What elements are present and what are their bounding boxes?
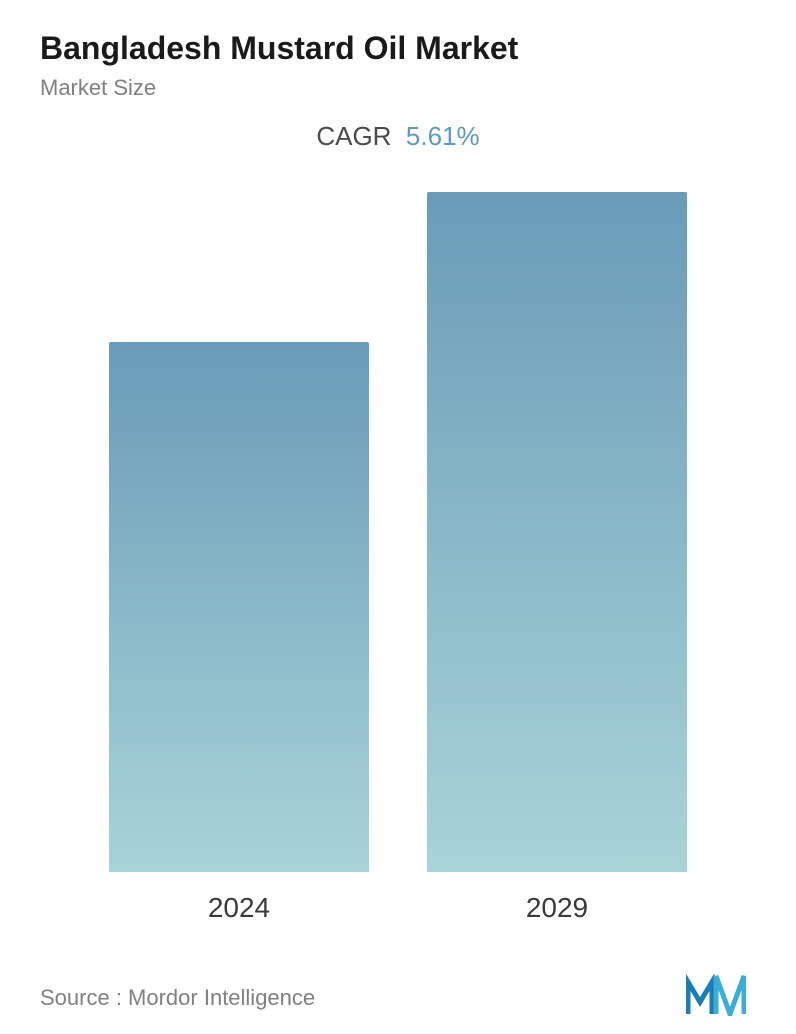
bar-group-1: 2029	[417, 192, 697, 924]
chart-container: Bangladesh Mustard Oil Market Market Siz…	[0, 0, 796, 1034]
cagr-label: CAGR	[316, 121, 391, 151]
mordor-logo-icon	[686, 974, 746, 1021]
chart-plot-area: 2024 2029	[40, 192, 756, 944]
bar-2029	[427, 192, 687, 872]
cagr-row: CAGR 5.61%	[40, 121, 756, 152]
bar-label-2024: 2024	[208, 892, 270, 924]
chart-title: Bangladesh Mustard Oil Market	[40, 30, 756, 67]
bar-2024	[109, 342, 369, 872]
cagr-value: 5.61%	[406, 121, 480, 151]
bar-group-0: 2024	[99, 342, 379, 924]
source-text: Source : Mordor Intelligence	[40, 985, 315, 1011]
bar-label-2029: 2029	[526, 892, 588, 924]
chart-subtitle: Market Size	[40, 75, 756, 101]
chart-footer: Source : Mordor Intelligence	[40, 954, 756, 1021]
